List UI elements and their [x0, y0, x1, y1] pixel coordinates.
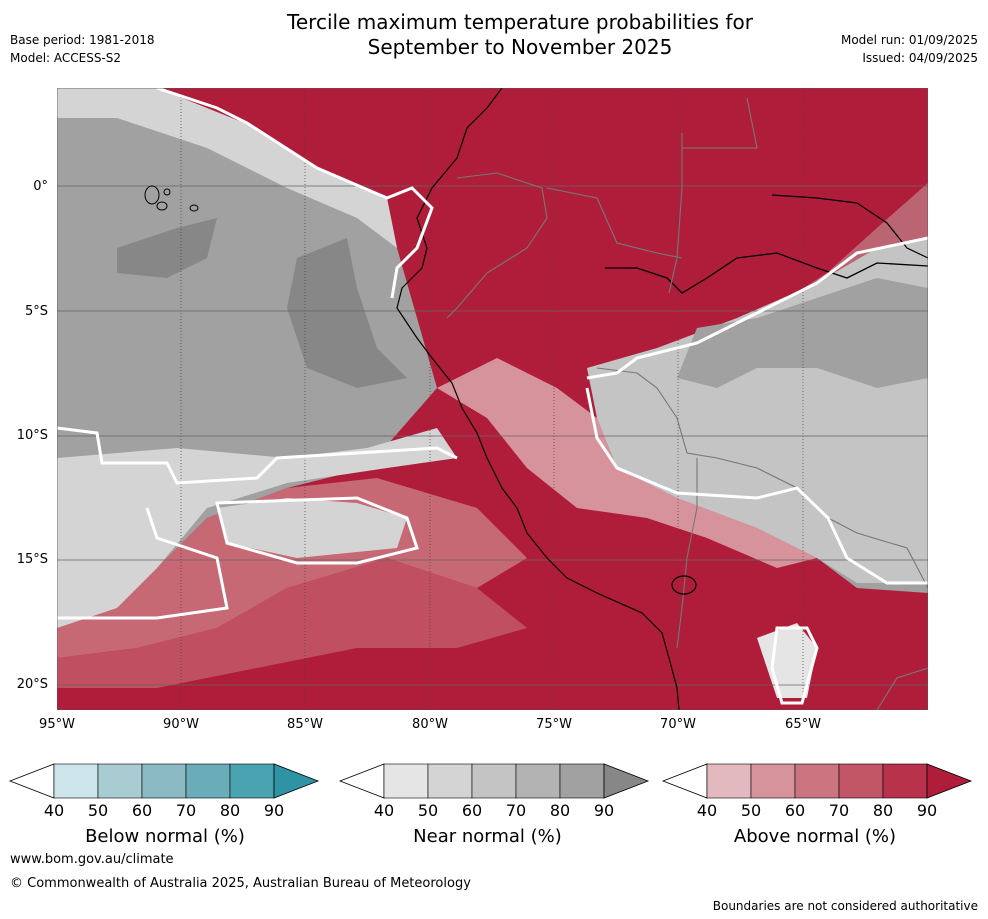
lon-label-90w: 90°W	[163, 717, 199, 732]
lat-label-5s: 5°S	[24, 304, 48, 319]
colorbar-segment	[750, 763, 796, 799]
copyright-text: © Commonwealth of Australia 2025, Austra…	[10, 876, 471, 891]
colorbar-tick-label: 90	[593, 801, 615, 820]
colorbar-segment	[97, 763, 143, 799]
colorbar-tick-label: 80	[219, 801, 241, 820]
colorbar-segment	[427, 763, 473, 799]
colorbar-above-normal	[661, 763, 973, 799]
colorbar-tick-label: 70	[828, 801, 850, 820]
lat-label-20s: 20°S	[16, 677, 48, 692]
colorbar-tick-label: 80	[872, 801, 894, 820]
lon-label-85w: 85°W	[287, 717, 323, 732]
lat-label-10s: 10°S	[16, 428, 48, 443]
boundary-contour	[57, 88, 928, 705]
colorbar-tick-label: 50	[740, 801, 762, 820]
lon-label-80w: 80°W	[412, 717, 448, 732]
colorbar-tick-label: 40	[696, 801, 718, 820]
colorbar-tick-label: 60	[784, 801, 806, 820]
colorbar-low-arrow	[661, 763, 708, 799]
lat-label-15s: 15°S	[16, 552, 48, 567]
lat-label-0: 0°	[33, 179, 48, 194]
probability-map	[57, 88, 928, 710]
colorbar-tick-label: 50	[87, 801, 109, 820]
colorbar-segment	[471, 763, 517, 799]
colorbar-segment	[53, 763, 99, 799]
near-normal-80-blob-2	[287, 238, 407, 388]
colorbar-high-arrow	[273, 763, 320, 799]
colorbar-segment	[794, 763, 840, 799]
colorbars	[8, 763, 973, 799]
colorbar-tick-label: 90	[916, 801, 938, 820]
issued-text: Issued: 04/09/2025	[862, 51, 978, 65]
near-normal-label: Near normal (%)	[413, 826, 562, 847]
near-normal-east-dark	[677, 278, 928, 388]
near-normal-west-light	[57, 88, 397, 248]
lon-label-75w: 75°W	[536, 717, 572, 732]
colorbar-segment	[838, 763, 884, 799]
colorbar-segment	[383, 763, 429, 799]
colorbar-low-arrow	[8, 763, 55, 799]
below-normal-label: Below normal (%)	[85, 826, 245, 847]
lon-label-65w: 65°W	[785, 717, 821, 732]
country-border	[446, 97, 928, 710]
colorbar-high-arrow	[926, 763, 973, 799]
colorbar-high-arrow	[603, 763, 650, 799]
disclaimer-text: Boundaries are not considered authoritat…	[712, 899, 978, 913]
above-normal-70-band	[57, 558, 527, 688]
colorbar-below-normal	[8, 763, 320, 799]
colorbar-tick-label: 70	[175, 801, 197, 820]
near-normal-east-pale	[757, 623, 817, 698]
colorbar-tick-label: 40	[373, 801, 395, 820]
title-line-2: September to November 2025	[367, 35, 673, 59]
base-period-text: Base period: 1981-2018	[10, 33, 155, 47]
lon-label-70w: 70°W	[660, 717, 696, 732]
colorbar-tick-label: 80	[549, 801, 571, 820]
river	[605, 252, 928, 294]
near-normal-south-light	[57, 428, 457, 628]
colorbar-segment	[706, 763, 752, 799]
title-line-1: Tercile maximum temperature probabilitie…	[287, 10, 753, 34]
colorbar-segment	[229, 763, 275, 799]
colorbar-tick-label: 50	[417, 801, 439, 820]
colorbar-tick-label: 60	[461, 801, 483, 820]
colorbar-segment	[515, 763, 561, 799]
lake-titicaca	[671, 575, 697, 595]
river-north	[771, 194, 928, 259]
colorbar-near-normal	[338, 763, 650, 799]
colorbar-tick-label: 70	[505, 801, 527, 820]
lon-label-95w: 95°W	[39, 717, 75, 732]
colorbar-tick-label: 40	[43, 801, 65, 820]
colorbar-tick-label: 60	[131, 801, 153, 820]
colorbar-low-arrow	[338, 763, 385, 799]
above-normal-50-band	[437, 358, 817, 568]
colorbar-segment	[882, 763, 928, 799]
website-text: www.bom.gov.au/climate	[10, 852, 174, 867]
above-normal-label: Above normal (%)	[733, 826, 897, 847]
colorbar-segment	[559, 763, 605, 799]
model-text: Model: ACCESS-S2	[10, 51, 122, 65]
model-run-text: Model run: 01/09/2025	[840, 33, 978, 47]
coastline	[396, 88, 680, 710]
map-title: Tercile maximum temperature probabilitie…	[200, 10, 840, 60]
near-normal-pocket	[217, 498, 407, 558]
colorbar-segment	[185, 763, 231, 799]
latitude-lines	[57, 185, 928, 686]
near-normal-80-blob	[117, 218, 217, 278]
colorbar-tick-label: 90	[263, 801, 285, 820]
colorbar-segment	[141, 763, 187, 799]
galapagos-islands	[144, 185, 199, 212]
